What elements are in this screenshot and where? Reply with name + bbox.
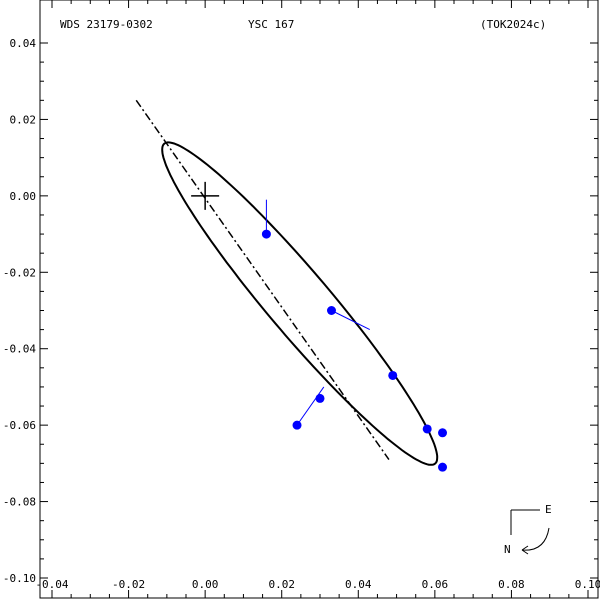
observations-layer [261, 199, 448, 472]
y-tick-label: -0.08 [3, 496, 36, 509]
y-tick-label: -0.10 [3, 572, 36, 585]
observation-point [326, 306, 336, 315]
x-tick-label: 0.10 [575, 578, 600, 591]
plot-frame [39, 0, 599, 599]
compass-arrow-icon [521, 527, 550, 551]
header-left-label: WDS 23179-0302 [60, 18, 153, 31]
y-tick-label: 0.04 [10, 37, 37, 50]
observation-point [315, 393, 325, 403]
residual-line [296, 386, 325, 426]
observation-point [292, 420, 302, 430]
axis-ticks [40, 0, 598, 598]
y-tick-label: -0.02 [3, 266, 36, 279]
x-tick-label: -0.02 [112, 578, 145, 591]
compass-indicator: E N [504, 503, 552, 556]
header-right-label: (TOK2024c) [480, 18, 546, 31]
observation-point [438, 462, 448, 472]
tick-labels: -0.04 -0.02 0.00 0.02 0.04 0.06 0.08 0.10 0.04 0.… [3, 37, 600, 591]
x-tick-label: 0.02 [268, 578, 295, 591]
compass-arrowhead-icon [521, 545, 529, 555]
x-tick-label: 0.08 [498, 578, 525, 591]
observation-point [388, 370, 398, 380]
residual-line [331, 310, 370, 331]
x-tick-label: -0.04 [35, 578, 68, 591]
orbit-layer [135, 99, 439, 466]
y-tick-label: -0.06 [3, 419, 36, 432]
compass-east-label: E [545, 503, 552, 516]
observation-point [422, 424, 432, 434]
primary-star-marker [191, 181, 220, 210]
x-tick-label: 0.04 [345, 578, 372, 591]
x-tick-label: 0.00 [192, 578, 219, 591]
y-tick-label: 0.00 [10, 190, 37, 203]
y-tick-label: -0.04 [3, 343, 36, 356]
observation-point [261, 229, 271, 239]
observation-point [438, 428, 448, 438]
x-tick-label: 0.06 [422, 578, 449, 591]
y-tick-label: 0.02 [10, 113, 37, 126]
header-center-label: YSC 167 [248, 18, 294, 31]
orbit-ellipse [161, 141, 439, 466]
line-of-nodes [135, 99, 390, 460]
compass-north-label: N [504, 543, 511, 556]
